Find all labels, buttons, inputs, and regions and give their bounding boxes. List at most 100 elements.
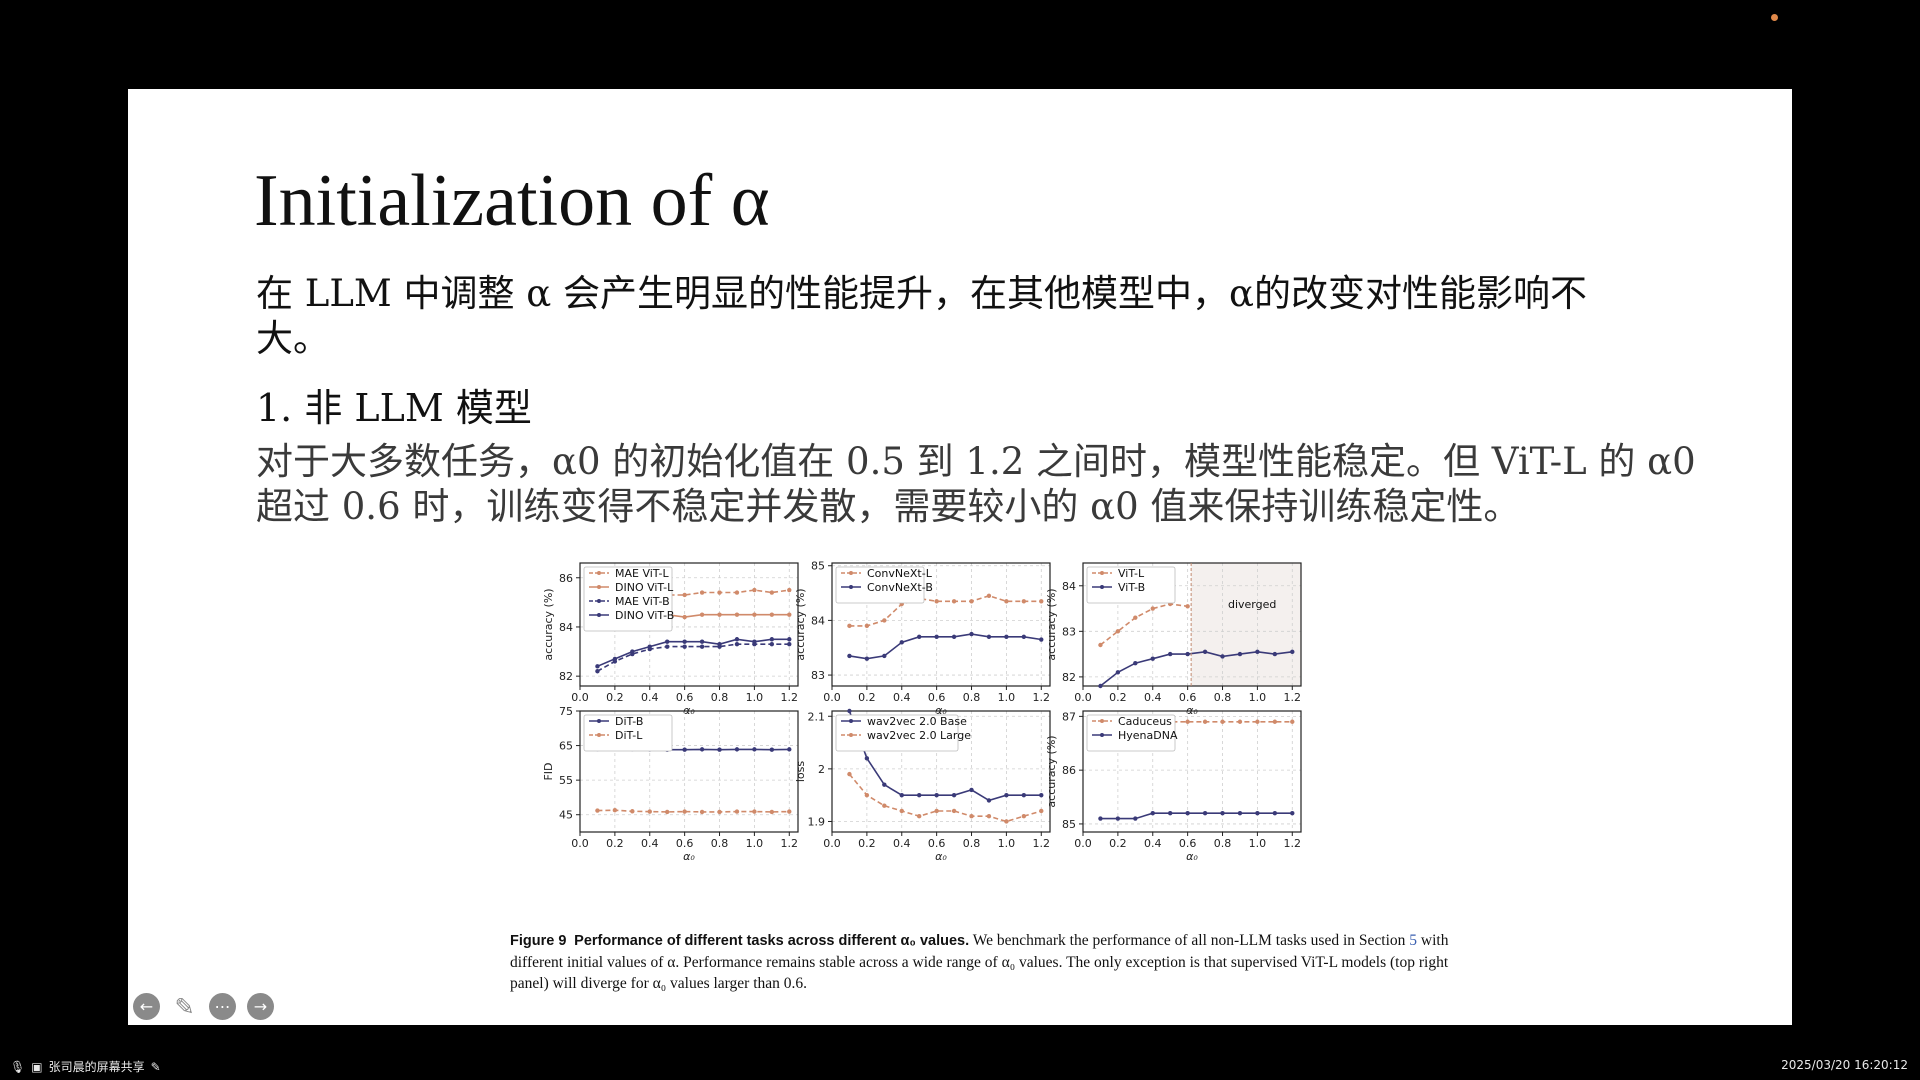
data-point bbox=[787, 637, 792, 642]
data-point bbox=[951, 599, 957, 604]
slide-subheading: 1. 非 LLM 模型 bbox=[256, 386, 532, 430]
x-tick-label: 0.6 bbox=[676, 837, 694, 850]
screen-share-indicator[interactable]: 🎙 ▣ 张司晨的屏幕共享 ✎ bbox=[10, 1058, 161, 1075]
data-point bbox=[769, 747, 775, 752]
x-tick-label: 1.0 bbox=[1249, 837, 1267, 850]
data-point bbox=[682, 592, 687, 598]
data-point bbox=[969, 814, 974, 819]
y-axis-label: loss bbox=[794, 761, 807, 783]
data-point bbox=[787, 612, 792, 617]
data-point bbox=[1021, 792, 1027, 798]
y-tick-label: 65 bbox=[559, 740, 573, 753]
data-point bbox=[595, 669, 600, 674]
data-point bbox=[612, 656, 618, 662]
data-point bbox=[1115, 629, 1121, 634]
data-point bbox=[1115, 670, 1121, 675]
data-point bbox=[1168, 810, 1173, 816]
recording-indicator bbox=[1771, 14, 1778, 21]
data-point bbox=[986, 798, 992, 803]
data-point bbox=[864, 656, 870, 661]
legend-marker bbox=[849, 719, 853, 723]
pen-icon[interactable]: ✎ bbox=[174, 992, 195, 1021]
figure-panels: 0.0 0.2 0.4 0.6 0.8 1.0 1.2 82 84 86 α₀ accuracy (%… bbox=[542, 560, 1302, 863]
data-point bbox=[647, 809, 652, 814]
data-point bbox=[699, 747, 705, 752]
data-point bbox=[1237, 719, 1243, 724]
legend-marker bbox=[1100, 571, 1104, 575]
data-point bbox=[682, 809, 687, 814]
legend-marker bbox=[597, 613, 601, 617]
legend-box bbox=[1086, 566, 1176, 604]
x-tick-label: 1.2 bbox=[781, 837, 799, 850]
caption-text-b: with different initial values of α. Perf… bbox=[510, 932, 1449, 992]
data-point bbox=[717, 809, 722, 815]
data-point bbox=[847, 708, 852, 714]
x-tick-label: 0.0 bbox=[823, 837, 841, 850]
legend-label: DINO ViT-B bbox=[615, 609, 674, 622]
data-point bbox=[665, 639, 670, 644]
y-axis-label: accuracy (%) bbox=[542, 588, 555, 660]
x-tick-label: 0.8 bbox=[963, 837, 981, 850]
y-tick-label: 1.9 bbox=[808, 815, 826, 828]
diverged-annotation: diverged bbox=[1228, 598, 1276, 611]
axes-frame bbox=[579, 710, 799, 833]
slide-paragraph-1: 在 LLM 中调整 α 会产生明显的性能提升，在其他模型中，α的改变对性能影响不… bbox=[256, 272, 1588, 360]
data-point bbox=[1237, 651, 1243, 657]
data-point bbox=[1021, 814, 1027, 819]
data-point bbox=[734, 612, 740, 617]
data-point bbox=[787, 809, 792, 814]
x-tick-label: 1.2 bbox=[1284, 837, 1302, 850]
series-line-2 bbox=[1100, 812, 1293, 820]
data-point bbox=[969, 787, 974, 793]
data-point bbox=[969, 631, 974, 637]
data-point bbox=[1004, 792, 1009, 798]
y-tick-label: 55 bbox=[559, 774, 573, 787]
legend-marker bbox=[1100, 719, 1104, 723]
data-point bbox=[1220, 719, 1225, 724]
data-point bbox=[734, 809, 740, 814]
x-tick-label: 1.0 bbox=[998, 837, 1016, 850]
data-point bbox=[1202, 649, 1208, 655]
data-point bbox=[1255, 649, 1260, 655]
y-tick-label: 84 bbox=[1062, 580, 1076, 593]
data-point bbox=[899, 640, 904, 645]
data-point bbox=[1168, 651, 1173, 657]
next-arrow-icon[interactable]: → bbox=[247, 993, 274, 1020]
x-tick-label: 0.8 bbox=[711, 837, 729, 850]
data-point bbox=[1255, 719, 1260, 724]
x-tick-label: 0.4 bbox=[1144, 837, 1162, 850]
x-tick-label: 1.0 bbox=[746, 691, 764, 704]
data-point bbox=[699, 639, 705, 644]
data-point bbox=[699, 644, 705, 649]
data-point bbox=[882, 618, 887, 623]
x-tick-label: 0.0 bbox=[1074, 837, 1092, 850]
caption-label: Figure 9 bbox=[510, 933, 567, 949]
legend-box bbox=[1086, 714, 1176, 752]
prev-arrow-icon[interactable]: ← bbox=[133, 993, 160, 1020]
data-point bbox=[734, 637, 740, 642]
data-point bbox=[769, 612, 775, 617]
data-point bbox=[864, 792, 870, 798]
x-tick-label: 1.2 bbox=[1033, 691, 1051, 704]
caption-bold: Performance of different tasks across di… bbox=[574, 933, 970, 949]
data-point bbox=[1150, 810, 1155, 816]
data-point bbox=[1021, 599, 1027, 604]
data-point bbox=[934, 808, 939, 814]
y-tick-label: 86 bbox=[1062, 764, 1076, 777]
legend-label: HyenaDNA bbox=[1118, 729, 1178, 742]
caption-section-link[interactable]: 5 bbox=[1409, 932, 1418, 949]
data-point bbox=[917, 634, 922, 639]
data-point bbox=[769, 641, 775, 647]
data-point bbox=[699, 590, 705, 595]
data-point bbox=[1098, 816, 1103, 821]
data-point bbox=[1133, 661, 1138, 666]
x-tick-label: 1.0 bbox=[998, 691, 1016, 704]
axes-frame bbox=[831, 562, 1051, 687]
legend-label: Caduceus bbox=[1118, 715, 1172, 728]
y-tick-label: 86 bbox=[559, 572, 573, 585]
more-icon[interactable]: ⋯ bbox=[209, 993, 236, 1020]
data-point bbox=[1272, 810, 1278, 816]
legend-marker bbox=[849, 571, 853, 575]
legend-marker bbox=[1100, 733, 1104, 737]
data-point bbox=[665, 809, 670, 815]
